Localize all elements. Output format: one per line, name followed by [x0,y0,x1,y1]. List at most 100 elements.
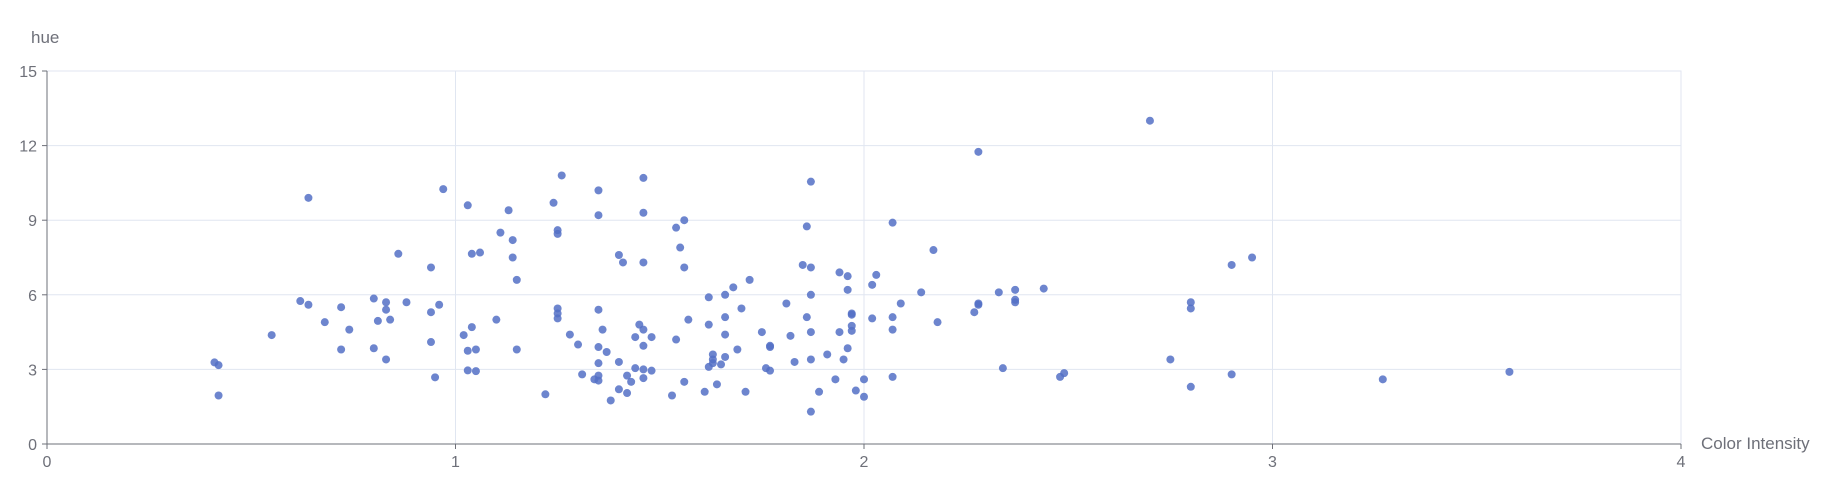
scatter-point [296,297,305,306]
axes [42,70,1682,449]
scatter-point [798,260,807,269]
scatter-point [831,375,840,384]
scatter-point [888,325,897,334]
scatter-point [806,263,815,272]
scatter-point [373,316,382,325]
scatter-point [786,331,795,340]
scatter-point [700,387,709,396]
scatter-point [712,380,721,389]
scatter-point [1145,116,1154,125]
x-tick-label: 1 [451,454,460,471]
scatter-point [345,325,354,334]
scatter-point [557,171,566,180]
scatter-point [851,386,860,395]
scatter-point [594,376,603,385]
scatter-point [1505,367,1514,376]
scatter-point [639,365,648,374]
scatter-point [431,373,440,382]
scatter-point [594,359,603,368]
scatter-point [647,333,656,342]
scatter-point [439,185,448,194]
scatter-point [917,288,926,297]
y-tick-label: 3 [28,362,37,379]
scatter-point [594,211,603,220]
scatter-point [639,208,648,217]
scatter-point [471,367,480,376]
scatter-point [806,177,815,186]
scatter-point [402,298,411,307]
scatter-point [684,315,693,324]
scatter-point [594,305,603,314]
scatter-point [782,299,791,308]
scatter-point [860,392,868,401]
scatter-point [214,361,223,370]
scatter-point [1060,369,1069,378]
scatter-point [602,347,611,356]
scatter-point [843,285,852,294]
scatter-point [933,318,942,327]
scatter-point [868,280,877,289]
scatter-point [496,228,505,237]
scatter-point [426,338,435,347]
scatter-point [508,236,517,245]
scatter-point [639,374,648,383]
scatter-point [672,223,681,232]
scatter-point [553,229,562,238]
scatter-point [647,366,656,375]
scatter-point [847,310,856,319]
scatter-point [757,328,766,337]
scatter-point [386,315,395,324]
scatter-point [815,387,824,396]
scatter-point [382,305,391,314]
scatter-point [214,391,223,400]
scatter-point [1248,253,1257,262]
scatter-point [426,308,435,317]
scatter-point [463,201,472,210]
scatter-point [970,308,979,317]
scatter-point [512,345,521,354]
scatter-point [806,290,815,299]
scatter-point [614,385,623,394]
scatter-point [1378,375,1387,384]
scatter-point [614,251,623,260]
scatter-point [704,320,713,329]
x-tick-label: 0 [43,454,52,471]
scatter-point [1039,284,1048,293]
scatter-point [839,355,848,364]
scatter-point [872,270,881,279]
scatter-point [369,344,378,353]
scatter-point [463,366,472,375]
scatter-point [627,377,636,386]
scatter-point [639,258,648,267]
x-tick-label: 4 [1677,454,1686,471]
scatter-point [896,299,905,308]
y-tick-label: 12 [19,139,37,156]
scatter-point [614,357,623,366]
scatter-point [835,328,844,337]
scatter-point [618,258,627,267]
scatter-point [476,248,485,257]
scatter-point [888,218,897,227]
scatter-point [594,186,603,195]
scatter-point [512,275,521,284]
x-tick-label: 3 [1268,454,1277,471]
scatter-point [806,407,815,416]
scatter-point [631,333,640,342]
scatter-point [639,341,648,350]
scatter-point [382,298,391,307]
scatter-point [594,343,603,352]
scatter-point [721,290,730,299]
scatter-point [623,371,632,380]
scatter-point [847,326,856,335]
scatter-point [541,390,550,399]
scatter-point [974,147,983,156]
scatter-point [717,360,726,369]
scatter-point [578,370,587,379]
scatter-point [766,366,775,375]
scatter-point [623,389,632,398]
scatter-point [680,263,689,272]
scatter-point [1186,298,1195,307]
scatter-point [823,350,832,359]
scatter-point [1011,285,1020,294]
